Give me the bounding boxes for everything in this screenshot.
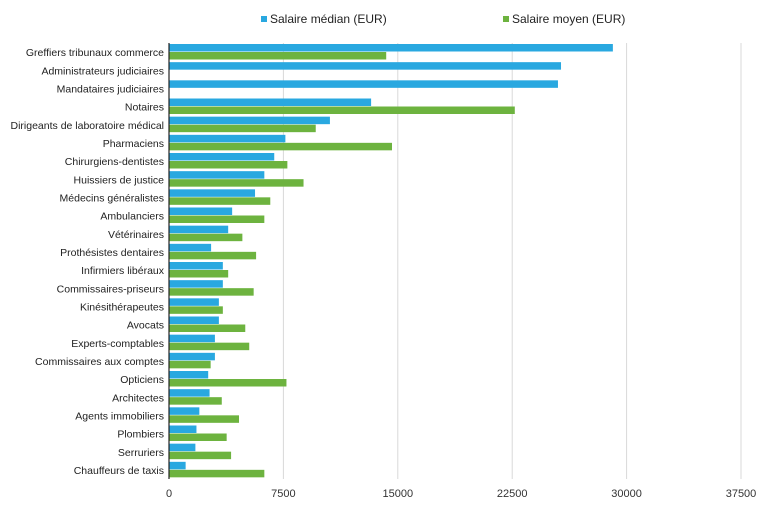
bar-median bbox=[169, 425, 197, 433]
bar-median bbox=[169, 116, 330, 125]
bar-median bbox=[169, 44, 613, 52]
y-tick-label: Dirigeants de laboratoire médical bbox=[11, 120, 165, 132]
bar-median bbox=[169, 62, 562, 70]
bar-median bbox=[169, 171, 265, 179]
bar-mean bbox=[169, 161, 288, 169]
x-tick-label: 0 bbox=[166, 488, 172, 500]
y-tick-label: Chauffeurs de taxis bbox=[74, 465, 164, 477]
y-tick-label: Chirurgiens-dentistes bbox=[65, 156, 164, 168]
bar-mean bbox=[169, 142, 393, 151]
y-tick-label: Prothésistes dentaires bbox=[60, 247, 164, 259]
legend-item-mean: Salaire moyen (EUR) bbox=[503, 12, 625, 26]
x-tick-label: 15000 bbox=[383, 488, 414, 500]
bar-median bbox=[169, 461, 186, 470]
y-tick-label: Médecins généralistes bbox=[60, 192, 164, 204]
y-tick-label: Huissiers de justice bbox=[74, 174, 165, 186]
legend-label-median: Salaire médian (EUR) bbox=[270, 12, 387, 26]
bar-median bbox=[169, 207, 233, 215]
legend-item-median: Salaire médian (EUR) bbox=[261, 12, 387, 26]
y-tick-label: Commissaires-priseurs bbox=[57, 283, 164, 295]
bar-mean bbox=[169, 215, 265, 223]
bar-median bbox=[169, 316, 219, 324]
x-tick-label: 7500 bbox=[271, 488, 295, 500]
bar-median bbox=[169, 98, 372, 106]
y-tick-label: Serruriers bbox=[118, 447, 164, 459]
bar-mean bbox=[169, 397, 222, 405]
y-tick-label: Opticiens bbox=[120, 374, 164, 386]
bar-mean bbox=[169, 106, 515, 114]
bar-mean bbox=[169, 306, 223, 314]
y-tick-label: Ambulanciers bbox=[100, 211, 164, 223]
y-tick-label: Notaires bbox=[125, 102, 164, 114]
bar-median bbox=[169, 243, 212, 252]
bar-mean bbox=[169, 197, 271, 205]
bar-mean bbox=[169, 469, 265, 478]
bar-mean bbox=[169, 415, 240, 423]
y-tick-label: Pharmaciens bbox=[103, 138, 164, 150]
legend-label-mean: Salaire moyen (EUR) bbox=[512, 12, 626, 26]
bar-mean bbox=[169, 342, 250, 351]
bar-median bbox=[169, 280, 223, 288]
x-tick-label: 37500 bbox=[726, 488, 757, 500]
bar-median bbox=[169, 80, 558, 88]
bar-mean bbox=[169, 233, 243, 242]
bar-median bbox=[169, 334, 215, 343]
bar-median bbox=[169, 134, 286, 143]
bar-mean bbox=[169, 270, 229, 278]
y-tick-label: Agents immobiliers bbox=[75, 410, 164, 422]
x-tick-label: 30000 bbox=[611, 488, 642, 500]
y-tick-label: Administrateurs judiciaires bbox=[41, 65, 164, 77]
bar-median bbox=[169, 262, 223, 270]
y-tick-label: Commissaires aux comptes bbox=[35, 356, 164, 368]
y-tick-label: Architectes bbox=[112, 392, 164, 404]
legend-swatch-mean bbox=[503, 16, 509, 22]
bar-mean bbox=[169, 324, 246, 332]
bar-median bbox=[169, 189, 256, 197]
bar-median bbox=[169, 225, 229, 234]
y-tick-label: Vétérinaires bbox=[108, 229, 164, 241]
bar-median bbox=[169, 371, 209, 379]
bar-mean bbox=[169, 451, 232, 460]
y-tick-label: Avocats bbox=[127, 320, 164, 332]
x-tick-label: 22500 bbox=[497, 488, 528, 500]
bar-mean bbox=[169, 288, 254, 296]
y-tick-label: Infirmiers libéraux bbox=[81, 265, 165, 277]
bar-mean bbox=[169, 360, 211, 369]
bar-median bbox=[169, 352, 215, 361]
bar-median bbox=[169, 298, 219, 306]
y-tick-label: Plombiers bbox=[117, 429, 164, 441]
bar-mean bbox=[169, 251, 257, 260]
bar-mean bbox=[169, 379, 287, 387]
y-tick-label: Experts-comptables bbox=[71, 338, 164, 350]
legend-swatch-median bbox=[261, 16, 267, 22]
bar-median bbox=[169, 389, 210, 397]
bar-median bbox=[169, 443, 196, 452]
bar-mean bbox=[169, 52, 387, 60]
y-tick-label: Kinésithérapeutes bbox=[80, 301, 164, 313]
y-tick-label: Greffiers tribunaux commerce bbox=[26, 47, 164, 59]
bar-mean bbox=[169, 124, 316, 133]
bar-median bbox=[169, 153, 275, 161]
y-tick-label: Mandataires judiciaires bbox=[57, 83, 164, 95]
bar-mean bbox=[169, 433, 227, 441]
bar-mean bbox=[169, 179, 304, 187]
bar-median bbox=[169, 407, 200, 415]
